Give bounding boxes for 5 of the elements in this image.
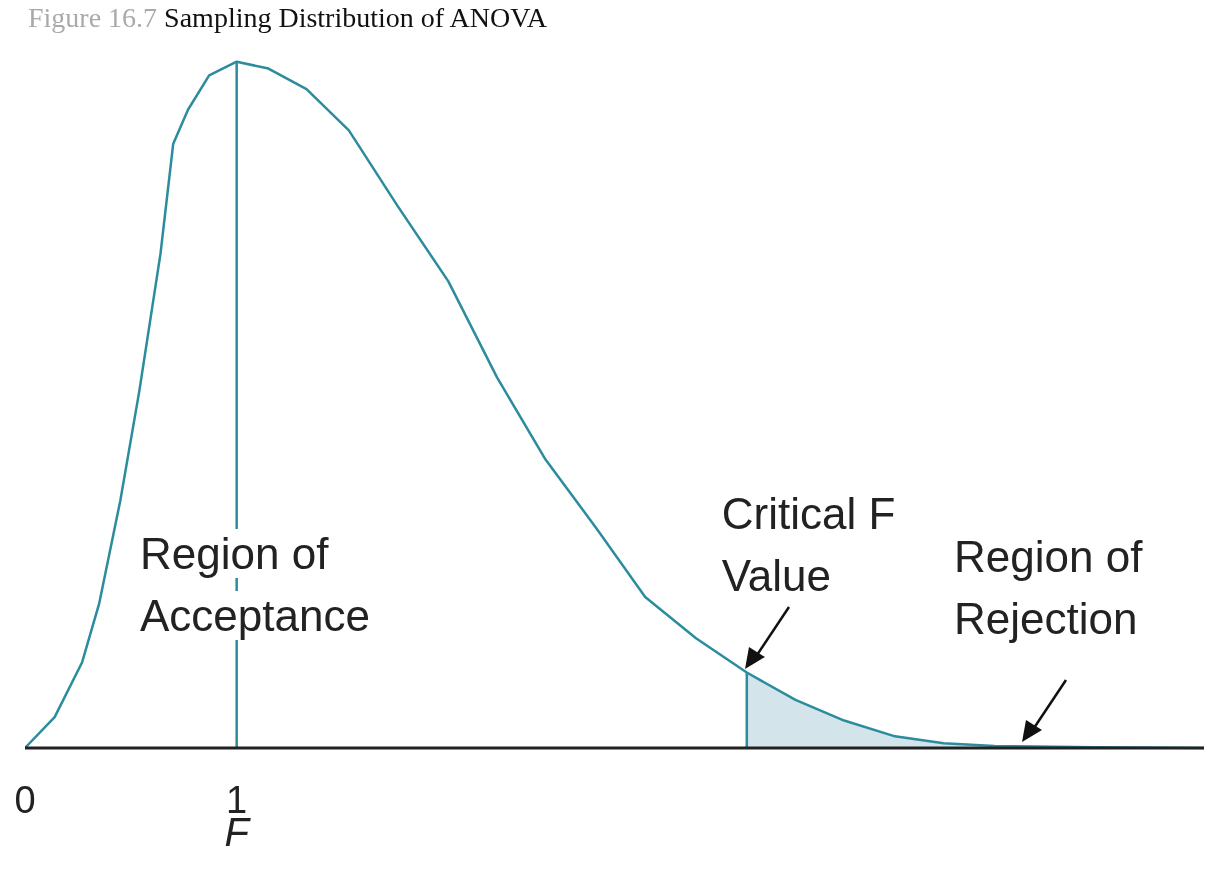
annotation: Region of Rejection (954, 530, 1144, 645)
annotation: Region of Acceptance (140, 529, 370, 640)
chart-title: Figure 16.7 Sampling Distribution of ANOVA (28, 2, 548, 33)
x-tick-label: 0 (14, 778, 36, 821)
annotation: Critical F Value (721, 487, 897, 602)
